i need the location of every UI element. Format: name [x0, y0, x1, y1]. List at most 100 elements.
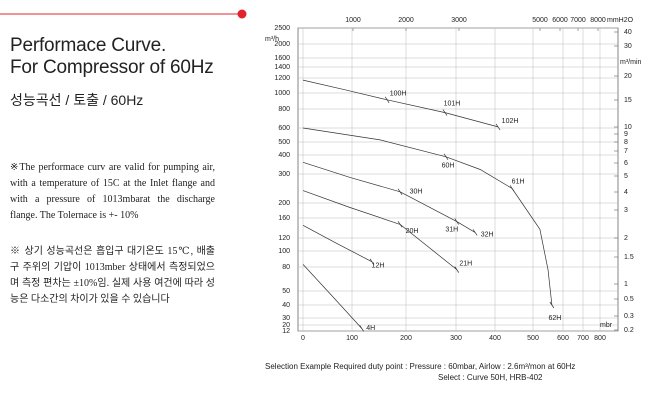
y2-tick-label: 30 — [624, 43, 632, 50]
y-tick-label: 2000 — [274, 41, 290, 48]
y-tick-label: 12 — [282, 328, 290, 335]
title: Performace Curve. — [10, 35, 167, 56]
y2-tick-label: 4 — [624, 189, 628, 196]
y-tick-label: 800 — [278, 106, 290, 113]
x-tick-label: 700 — [577, 335, 589, 342]
note: ※ 상기 성능곡선은 흡입구 대기온도 15℃, 배출구 주위의 기압이 101… — [10, 246, 215, 305]
performance-curve — [302, 190, 401, 225]
x2-tick-label: 5000 — [532, 17, 548, 24]
y2-tick-label: 7 — [624, 148, 628, 155]
performance-curve — [399, 191, 457, 222]
x-tick-label: 600 — [557, 335, 569, 342]
curve-label: 32H — [481, 231, 494, 238]
x2-tick-label: 6000 — [552, 17, 568, 24]
y2-tick-label: 0.2 — [624, 327, 634, 334]
y-tick-label: 1600 — [274, 55, 290, 62]
y-tick-label: 500 — [278, 139, 290, 146]
curve-end-tick — [454, 218, 460, 225]
performance-curve — [302, 264, 362, 329]
y2-tick-label: 0.5 — [624, 296, 634, 303]
performance-curve — [456, 221, 476, 233]
curve-label: 21H — [459, 260, 472, 267]
performance-curve — [445, 156, 513, 189]
performance-curve — [302, 224, 373, 263]
x2-tick-label: 1000 — [345, 17, 361, 24]
x2-axis-label: mmH2O — [607, 17, 634, 24]
curve-label: 12H — [372, 263, 385, 270]
performance-curve — [302, 161, 401, 193]
title: For Compressor of 60Hz — [10, 57, 214, 78]
y-tick-label: 40 — [282, 302, 290, 309]
y-tick-label: 80 — [282, 264, 290, 271]
curve-label: 100H — [390, 91, 407, 98]
y2-tick-label: 9 — [624, 131, 628, 138]
y-tick-label: 200 — [278, 200, 290, 207]
y-tick-label: 30 — [282, 315, 290, 322]
curve-end-tick — [369, 258, 375, 266]
curve-end-tick — [549, 301, 555, 309]
x-tick-label: 200 — [400, 335, 412, 342]
y2-axis-label: m³/min — [620, 59, 641, 66]
y-tick-label: 1400 — [274, 64, 290, 71]
performance-curve — [302, 127, 447, 158]
curve-label: 62H — [548, 315, 561, 322]
performance-curve — [511, 188, 553, 306]
curve-label: 101H — [444, 100, 461, 107]
curve-end-tick — [359, 325, 365, 332]
x-tick-label: 400 — [489, 335, 501, 342]
curve-label: 61H — [512, 178, 525, 185]
y-tick-label: 400 — [278, 152, 290, 159]
plot-frame — [297, 27, 619, 332]
x-tick-label: 300 — [450, 335, 462, 342]
curve-label: 30H — [410, 189, 423, 196]
y2-tick-label: 8 — [624, 139, 628, 146]
curve-end-tick — [442, 109, 448, 116]
performance-curve — [387, 99, 446, 113]
x-axis-label: mbr — [600, 322, 613, 329]
x2-tick-label: 7000 — [570, 17, 586, 24]
y2-tick-label: 3 — [624, 207, 628, 214]
x-tick-label: 800 — [594, 335, 606, 342]
y-tick-label: 1200 — [274, 75, 290, 82]
y2-tick-label: 6 — [624, 160, 628, 167]
y2-tick-label: 0.3 — [624, 313, 634, 320]
x2-tick-label: 8000 — [590, 17, 606, 24]
y-tick-label: 1000 — [274, 90, 290, 97]
y-tick-label: 300 — [278, 171, 290, 178]
y2-tick-label: 20 — [624, 73, 632, 80]
y-tick-label: 120 — [278, 235, 290, 242]
footer-line: Select : Curve 50H, HRB-402 — [438, 373, 543, 382]
x-tick-label: 0 — [301, 335, 305, 342]
y-tick-label: 100 — [278, 248, 290, 255]
y2-tick-label: 5 — [624, 173, 628, 180]
y-tick-label: 160 — [278, 215, 290, 222]
y2-tick-label: 15 — [624, 97, 632, 104]
note: ※The performace curv are valid for pumpi… — [10, 162, 215, 221]
performance-curve — [302, 79, 388, 101]
curve-end-tick — [472, 229, 478, 236]
y-tick-label: 2500 — [274, 25, 290, 32]
y-tick-label: 600 — [278, 125, 290, 132]
x2-tick-label: 3000 — [451, 17, 467, 24]
y-axis-label: m³/h — [265, 36, 279, 43]
curve-label: 4H — [366, 325, 375, 332]
y2-tick-label: 1 — [624, 281, 628, 288]
y-tick-label: 20 — [282, 322, 290, 329]
y2-tick-label: 10 — [624, 124, 632, 131]
curve-end-tick — [384, 96, 390, 103]
y2-tick-label: 40 — [624, 29, 632, 36]
curve-label: 60H — [442, 163, 455, 170]
curve-end-tick — [495, 123, 501, 131]
curve-label: 31H — [445, 226, 458, 233]
curve-end-tick — [454, 266, 460, 273]
curve-end-tick — [397, 221, 403, 228]
y-tick-label: 50 — [282, 288, 290, 295]
curve-label: 102H — [502, 118, 519, 125]
x-tick-label: 100 — [346, 335, 358, 342]
x2-tick-label: 2000 — [398, 17, 414, 24]
performance-curve — [444, 112, 499, 128]
curve-label: 20H — [406, 228, 419, 235]
y2-tick-label: 2 — [624, 235, 628, 242]
